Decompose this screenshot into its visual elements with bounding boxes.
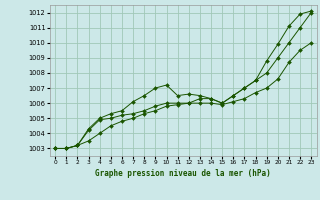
X-axis label: Graphe pression niveau de la mer (hPa): Graphe pression niveau de la mer (hPa) <box>95 169 271 178</box>
